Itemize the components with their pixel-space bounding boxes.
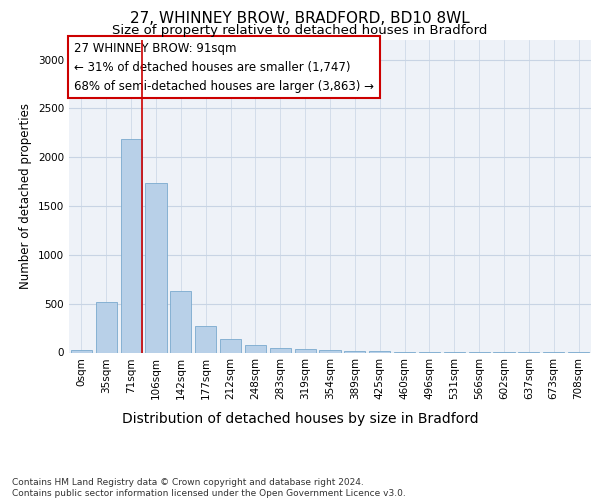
Text: 27 WHINNEY BROW: 91sqm
← 31% of detached houses are smaller (1,747)
68% of semi-: 27 WHINNEY BROW: 91sqm ← 31% of detached… — [74, 42, 374, 92]
Bar — [121, 138, 142, 352]
Bar — [170, 291, 191, 352]
Bar — [220, 339, 241, 352]
Bar — [319, 350, 341, 352]
Text: Distribution of detached houses by size in Bradford: Distribution of detached houses by size … — [122, 412, 478, 426]
Bar — [295, 348, 316, 352]
Bar — [245, 344, 266, 352]
Y-axis label: Number of detached properties: Number of detached properties — [19, 104, 32, 289]
Bar — [195, 326, 216, 352]
Text: 27, WHINNEY BROW, BRADFORD, BD10 8WL: 27, WHINNEY BROW, BRADFORD, BD10 8WL — [130, 11, 470, 26]
Text: Size of property relative to detached houses in Bradford: Size of property relative to detached ho… — [112, 24, 488, 37]
Bar — [270, 348, 291, 352]
Text: Contains HM Land Registry data © Crown copyright and database right 2024.
Contai: Contains HM Land Registry data © Crown c… — [12, 478, 406, 498]
Bar — [145, 182, 167, 352]
Bar — [71, 350, 92, 352]
Bar — [344, 350, 365, 352]
Bar — [96, 302, 117, 352]
